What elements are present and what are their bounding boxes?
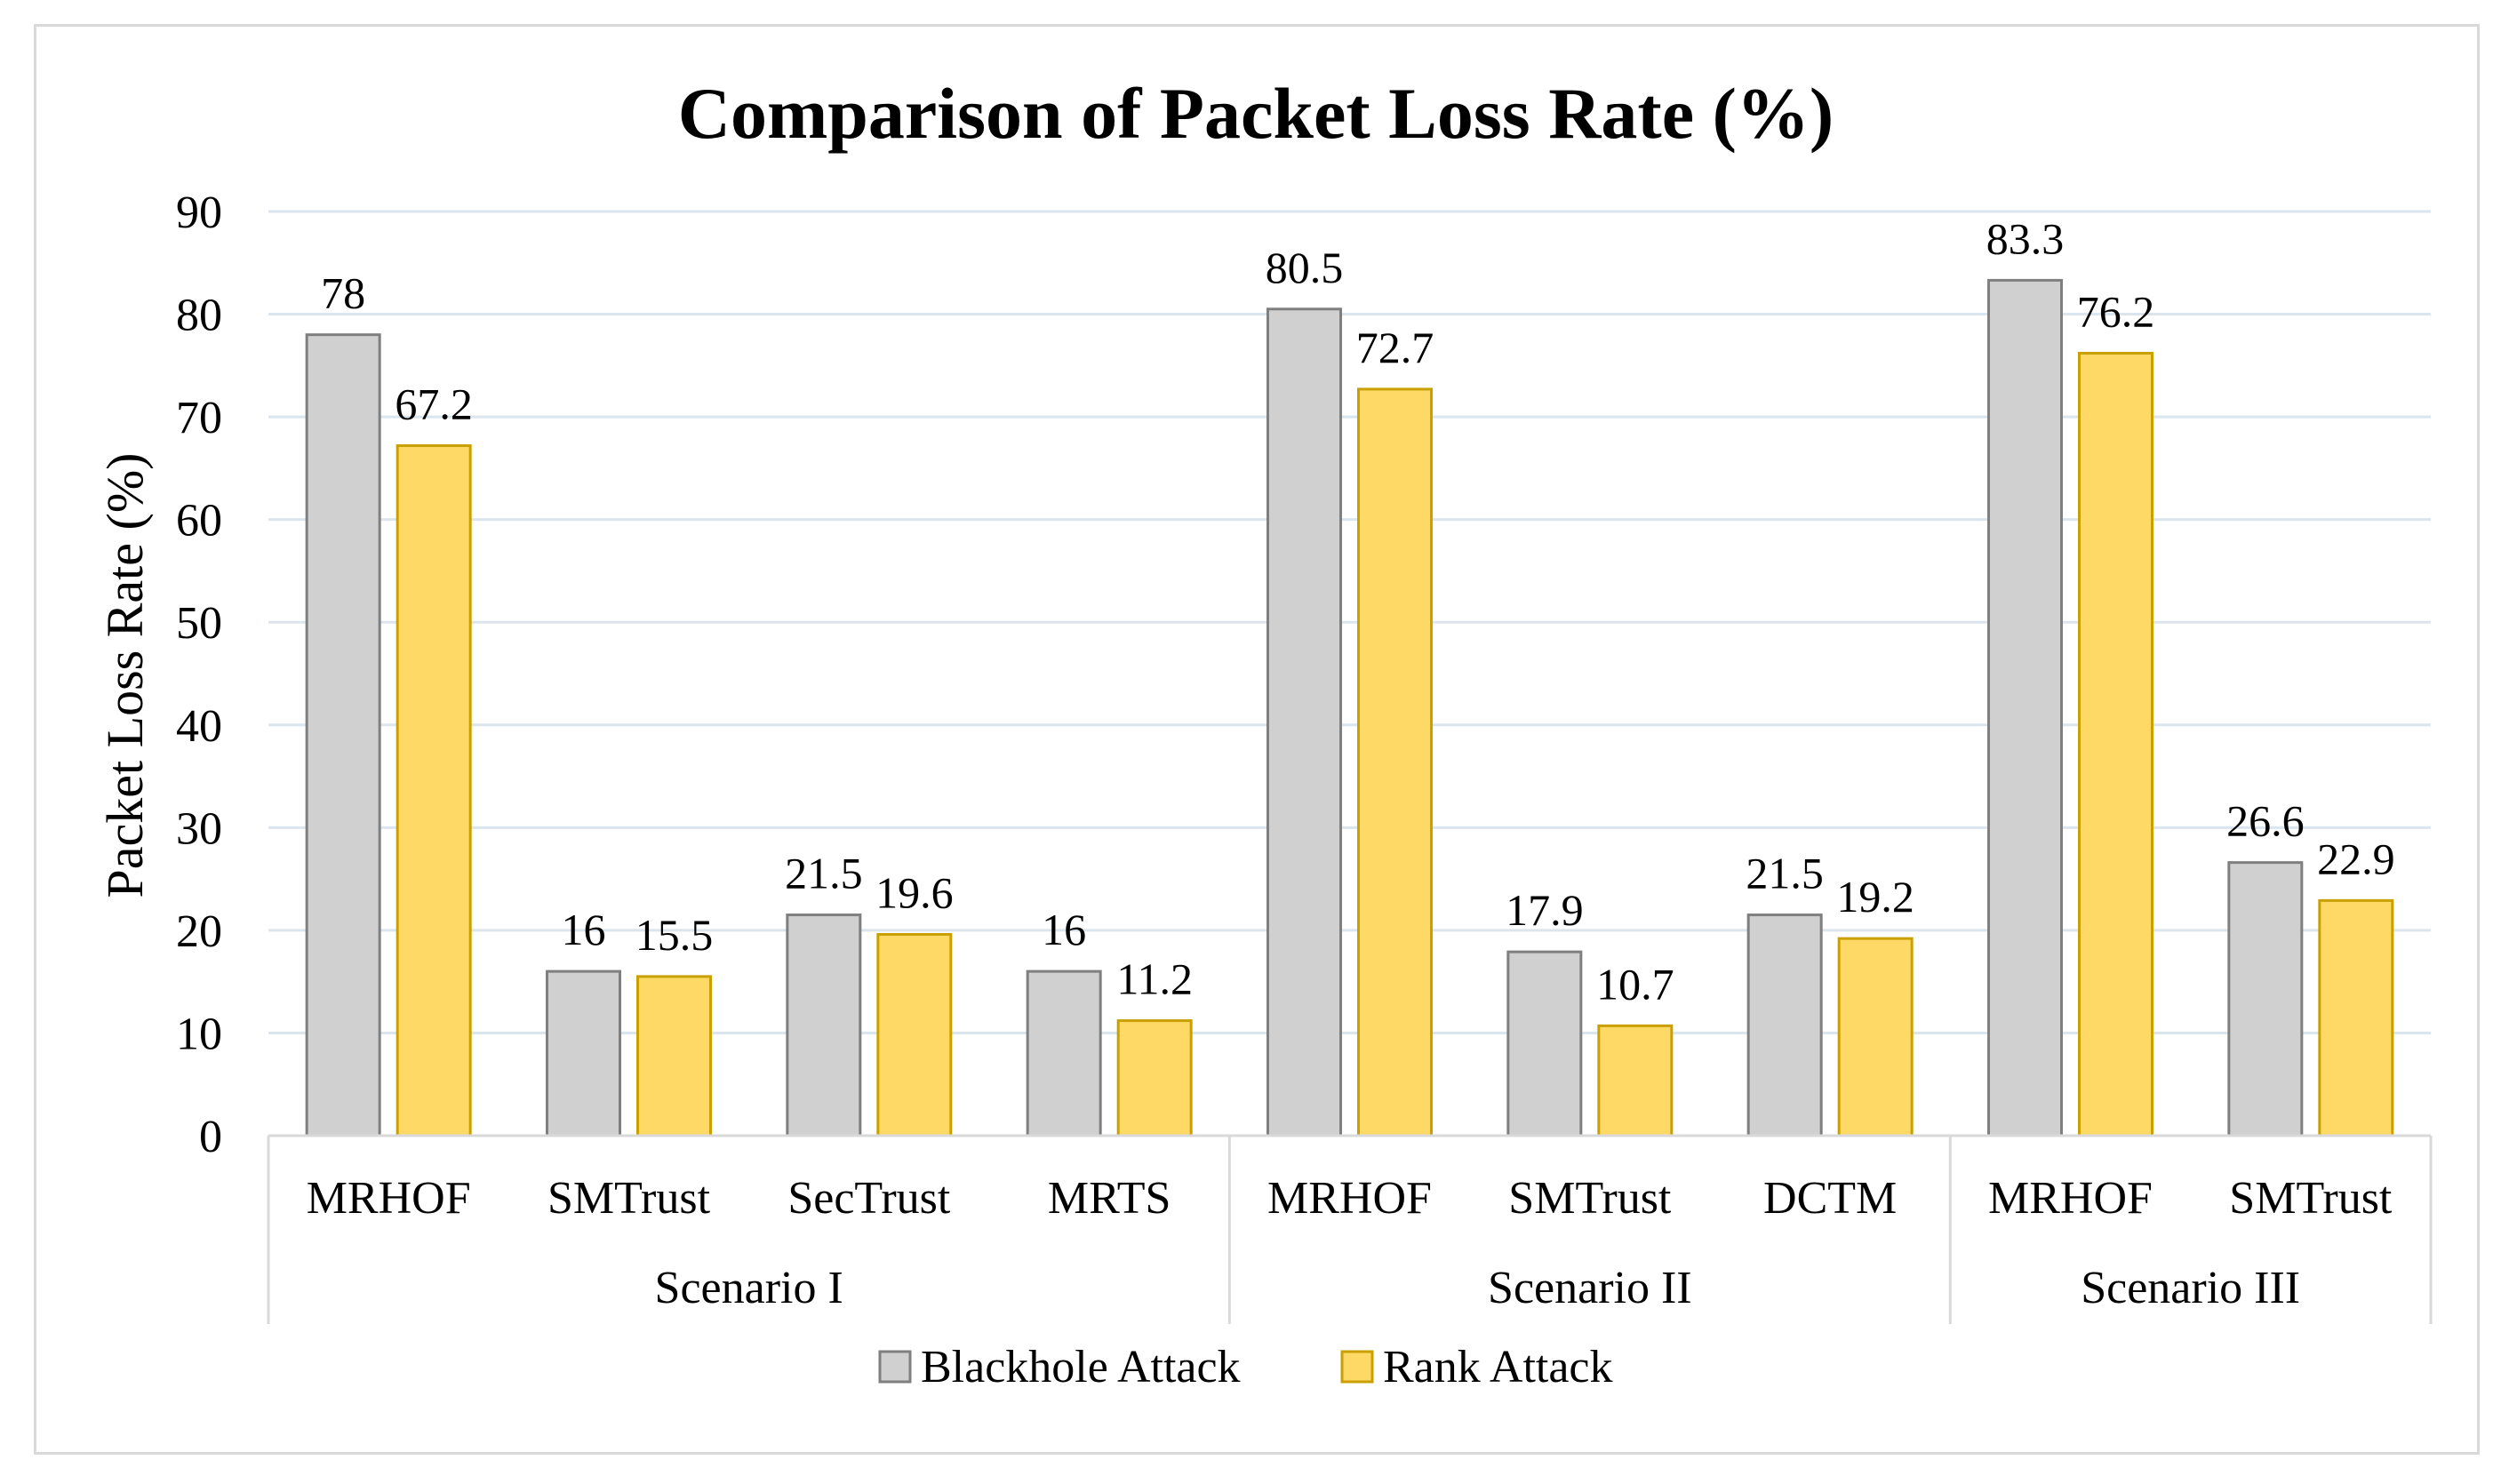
x-category-label: SMTrust [2229, 1173, 2393, 1224]
y-tick-label: 20 [176, 906, 222, 957]
y-tick-label: 10 [176, 1009, 222, 1059]
x-group-label: Scenario I [655, 1263, 843, 1313]
bar-rank-attack [1357, 387, 1433, 1137]
y-tick-label: 50 [176, 598, 222, 649]
data-label: 26.6 [2226, 796, 2305, 846]
bar-rank-attack [2318, 898, 2394, 1137]
data-label: 19.2 [1836, 872, 1914, 922]
data-label: 76.2 [2077, 286, 2155, 336]
bar-rank-attack [1597, 1024, 1674, 1137]
data-label: 78 [321, 268, 365, 318]
legend-swatch [878, 1350, 912, 1384]
bar-blackhole-attack [2227, 861, 2304, 1137]
data-label: 67.2 [395, 379, 473, 428]
bar-rank-attack [636, 975, 712, 1137]
data-label: 72.7 [1356, 323, 1434, 372]
y-tick-label: 70 [176, 393, 222, 443]
y-tick-label: 90 [176, 187, 222, 238]
x-group-label: Scenario II [1488, 1263, 1692, 1313]
bar-rank-attack [396, 443, 472, 1137]
data-label: 16 [562, 905, 606, 954]
bar-blackhole-attack [786, 914, 862, 1137]
chart-title: Comparison of Packet Loss Rate (%) [678, 73, 1834, 154]
bar-blackhole-attack [1026, 969, 1102, 1137]
x-group-label: Scenario III [2081, 1263, 2300, 1313]
data-label: 17.9 [1506, 885, 1584, 935]
bar-rank-attack [1837, 937, 1914, 1137]
y-tick-label: 80 [176, 291, 222, 341]
bar-blackhole-attack [1987, 278, 2063, 1137]
data-label: 11.2 [1116, 954, 1193, 1004]
data-label: 15.5 [635, 910, 714, 960]
y-tick-label: 60 [176, 496, 222, 547]
x-category-label: MRHOF [307, 1173, 471, 1224]
x-category-label: SMTrust [547, 1173, 711, 1224]
bar-rank-attack [1116, 1019, 1193, 1137]
legend-label: Rank Attack [1383, 1342, 1613, 1392]
bar-blackhole-attack [305, 333, 381, 1137]
data-label: 21.5 [785, 849, 863, 898]
x-category-label: SecTrust [787, 1173, 951, 1224]
legend-swatch [1340, 1350, 1374, 1384]
x-category-label: MRHOF [1988, 1173, 2153, 1224]
bar-blackhole-attack [1266, 307, 1342, 1137]
data-label: 10.7 [1596, 959, 1674, 1009]
bar-blackhole-attack [1746, 914, 1823, 1137]
bar-rank-attack [2078, 351, 2153, 1137]
bar-rank-attack [876, 933, 953, 1137]
x-category-label: MRHOF [1267, 1173, 1432, 1224]
x-category-label: DCTM [1763, 1173, 1897, 1224]
bar-blackhole-attack [546, 969, 621, 1137]
data-label: 22.9 [2317, 834, 2395, 883]
y-tick-label: 40 [176, 701, 222, 752]
x-category-label: SMTrust [1508, 1173, 1672, 1224]
data-label: 16 [1042, 905, 1086, 954]
data-label: 83.3 [1986, 213, 2065, 263]
x-category-label: MRTS [1048, 1173, 1171, 1224]
data-label: 21.5 [1746, 849, 1824, 898]
data-label: 80.5 [1266, 243, 1344, 292]
y-axis-label: Packet Loss Rate (%) [96, 453, 154, 898]
y-tick-label: 30 [176, 803, 222, 854]
legend-label: Blackhole Attack [921, 1342, 1241, 1392]
y-tick-label: 0 [199, 1112, 222, 1162]
data-label: 19.6 [875, 868, 954, 918]
bar-blackhole-attack [1506, 950, 1583, 1137]
